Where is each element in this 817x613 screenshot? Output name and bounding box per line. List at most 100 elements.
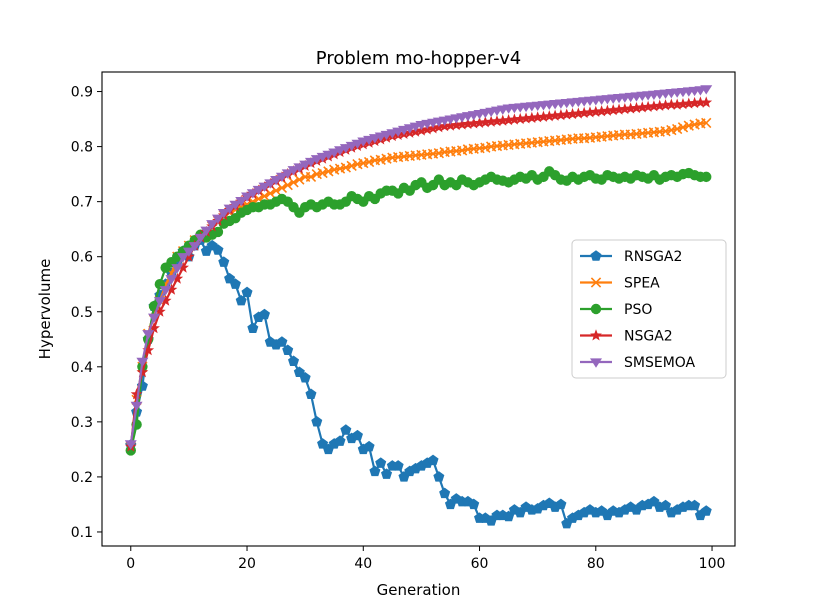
data-point: [665, 98, 678, 110]
data-point: [351, 429, 363, 441]
data-point: [381, 468, 393, 479]
data-point: [549, 109, 561, 121]
series-smsemoa: [124, 85, 713, 450]
data-point: [653, 99, 666, 111]
data-point: [212, 226, 224, 238]
data-point: [229, 200, 242, 211]
series-layer: [124, 85, 713, 529]
data-point: [153, 297, 166, 307]
legend-label: RNSGA2: [624, 249, 682, 265]
data-point: [700, 85, 713, 95]
legend-item-rnsga2: RNSGA2: [580, 249, 682, 265]
x-tick-label: 40: [354, 556, 372, 572]
data-point: [462, 117, 474, 130]
legend-label: SPEA: [624, 276, 660, 292]
data-point: [270, 176, 283, 186]
data-point: [514, 112, 527, 125]
data-point: [363, 440, 375, 452]
data-point: [555, 109, 567, 121]
x-tick-label: 100: [699, 556, 726, 572]
data-point: [235, 196, 248, 207]
data-point: [701, 171, 712, 183]
data-point: [601, 104, 614, 116]
data-point: [659, 99, 672, 111]
y-tick-label: 0.5: [71, 305, 93, 321]
chart-title: Problem mo-hopper-v4: [316, 48, 521, 69]
x-tick-label: 60: [471, 556, 489, 572]
data-point: [323, 166, 334, 177]
data-point: [159, 294, 172, 306]
data-point: [165, 283, 178, 295]
data-point: [288, 177, 299, 188]
data-point: [246, 189, 259, 199]
x-axis-ticks: 0 20 40 60 80 100: [126, 546, 725, 572]
x-axis-label: Generation: [377, 581, 461, 599]
data-point: [648, 100, 660, 112]
data-point: [206, 220, 219, 230]
data-point: [595, 105, 608, 117]
data-point: [305, 171, 317, 183]
y-tick-label: 0.7: [71, 195, 93, 211]
data-point: [241, 286, 253, 298]
legend-item-pso: PSO: [580, 302, 652, 318]
data-point: [177, 253, 190, 263]
data-point: [467, 117, 480, 129]
data-point: [642, 100, 654, 112]
legend-label: SMSEMOA: [624, 355, 696, 371]
data-point: [299, 160, 312, 170]
data-point: [584, 106, 596, 118]
y-axis-ticks: 0.1 0.2 0.3 0.4 0.5 0.6 0.7 0.8 0.9: [71, 85, 102, 541]
legend-marker: [590, 329, 602, 341]
data-point: [294, 174, 305, 185]
data-point: [275, 172, 288, 183]
data-point: [630, 101, 643, 114]
plot-frame: [101, 71, 736, 547]
data-point: [136, 357, 149, 367]
data-point: [212, 244, 224, 255]
x-tick-label: 20: [238, 556, 256, 572]
data-point: [700, 96, 713, 108]
data-point: [682, 97, 695, 109]
legend-marker: [590, 277, 602, 288]
data-point: [136, 366, 149, 378]
data-point: [578, 106, 591, 119]
data-point: [235, 294, 247, 306]
data-point: [258, 308, 270, 320]
data-point: [165, 275, 178, 285]
y-tick-label: 0.9: [71, 85, 93, 101]
legend-box: [571, 239, 727, 379]
y-tick-label: 0.6: [71, 250, 93, 266]
data-point: [258, 182, 271, 192]
data-point: [607, 104, 620, 116]
data-point: [188, 242, 201, 252]
y-tick-label: 0.8: [71, 140, 93, 156]
data-point: [450, 118, 463, 131]
data-point: [485, 115, 498, 127]
data-point: [148, 313, 161, 323]
data-point: [572, 107, 585, 119]
x-tick-label: 80: [587, 556, 605, 572]
data-point: [305, 388, 317, 400]
legend-marker: [590, 358, 602, 368]
data-point: [502, 113, 515, 126]
data-point: [444, 119, 457, 131]
y-tick-label: 0.4: [71, 360, 93, 376]
data-point: [560, 108, 573, 120]
legend-marker: [590, 250, 602, 261]
data-point: [340, 162, 352, 173]
data-point: [177, 261, 189, 273]
data-point: [543, 110, 556, 122]
data-point: [171, 264, 184, 274]
data-point: [689, 499, 701, 511]
data-point: [701, 117, 712, 129]
data-point: [148, 322, 160, 334]
data-point: [293, 163, 306, 173]
data-point: [194, 233, 207, 244]
data-point: [287, 166, 300, 176]
data-point: [520, 112, 532, 124]
data-point: [525, 111, 538, 123]
data-point: [159, 286, 172, 296]
data-point: [433, 471, 445, 482]
data-point: [479, 116, 492, 128]
